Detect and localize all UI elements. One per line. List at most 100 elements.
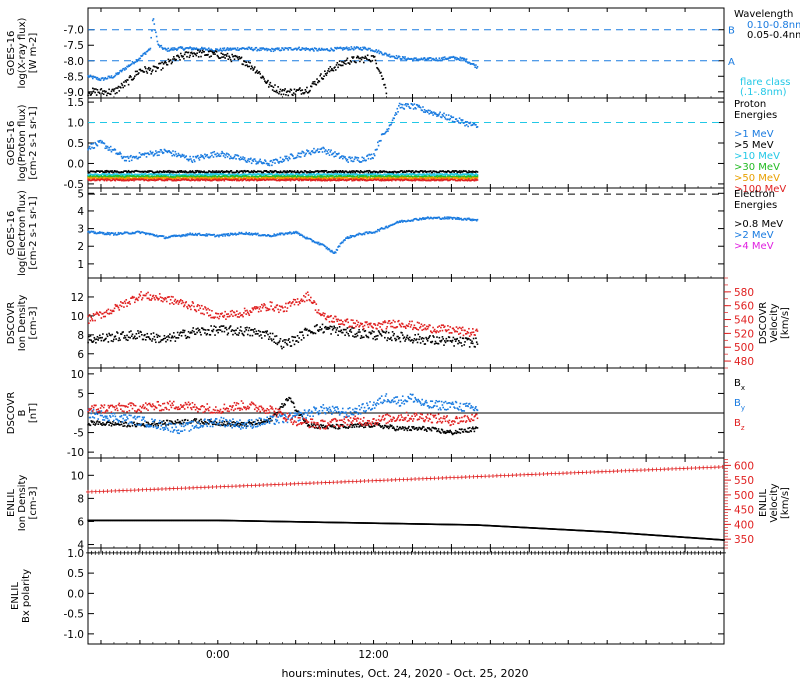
data-point bbox=[198, 56, 200, 58]
data-point bbox=[408, 106, 410, 108]
data-point bbox=[240, 157, 242, 159]
data-point bbox=[172, 150, 174, 152]
data-point bbox=[176, 337, 178, 339]
data-point bbox=[174, 336, 176, 338]
data-point bbox=[274, 50, 276, 52]
data-point bbox=[335, 173, 337, 175]
data-point bbox=[181, 155, 183, 157]
data-point bbox=[441, 178, 443, 180]
data-point bbox=[125, 337, 127, 339]
data-point bbox=[400, 107, 402, 109]
data-point bbox=[284, 49, 286, 51]
data-point bbox=[106, 147, 108, 149]
legend-title: Wavelength bbox=[734, 9, 793, 20]
data-point bbox=[104, 172, 106, 174]
data-point bbox=[245, 233, 247, 235]
data-point bbox=[145, 68, 147, 70]
data-point bbox=[394, 114, 396, 116]
data-point bbox=[320, 49, 322, 51]
data-point bbox=[230, 156, 232, 158]
data-point bbox=[367, 155, 369, 157]
data-point bbox=[192, 53, 194, 55]
data-point bbox=[105, 172, 107, 174]
data-point bbox=[273, 235, 275, 237]
y-axis-label: DSCOVR bbox=[6, 302, 17, 345]
data-point bbox=[403, 58, 405, 60]
data-point bbox=[146, 71, 148, 73]
data-point bbox=[154, 153, 156, 155]
data-point bbox=[230, 47, 232, 49]
data-point bbox=[212, 52, 214, 54]
data-point bbox=[87, 342, 89, 344]
data-point bbox=[157, 67, 159, 69]
data-point bbox=[106, 234, 108, 236]
data-point bbox=[284, 170, 286, 172]
data-point bbox=[341, 61, 343, 63]
data-point bbox=[370, 158, 372, 160]
data-point bbox=[115, 338, 117, 340]
data-point bbox=[107, 146, 109, 148]
data-point bbox=[161, 62, 163, 64]
data-point bbox=[386, 93, 388, 95]
data-point bbox=[462, 119, 464, 121]
data-point bbox=[287, 95, 289, 97]
data-point bbox=[280, 157, 282, 159]
data-point bbox=[457, 120, 459, 122]
data-point bbox=[204, 154, 206, 156]
data-point bbox=[339, 60, 341, 62]
data-point bbox=[224, 177, 226, 179]
data-point bbox=[99, 335, 101, 337]
y-tick-label: -7.0 bbox=[64, 25, 85, 37]
data-point bbox=[96, 94, 98, 96]
data-point bbox=[181, 335, 183, 337]
y-axis-label: log(Proton flux) bbox=[17, 104, 28, 181]
data-point bbox=[301, 93, 303, 95]
data-point bbox=[194, 172, 196, 174]
y-tick-label: 12 bbox=[71, 292, 84, 304]
data-point bbox=[326, 72, 328, 74]
data-point bbox=[355, 62, 357, 64]
data-point bbox=[227, 233, 229, 235]
data-point bbox=[254, 66, 256, 68]
data-point bbox=[395, 57, 397, 59]
data-point bbox=[137, 330, 139, 332]
data-point bbox=[93, 340, 95, 342]
data-point bbox=[108, 232, 110, 234]
data-point bbox=[301, 49, 303, 51]
data-point bbox=[111, 151, 113, 153]
data-point bbox=[417, 104, 419, 106]
data-point bbox=[342, 158, 344, 160]
data-point bbox=[235, 158, 237, 160]
data-point bbox=[173, 56, 175, 58]
data-point bbox=[270, 82, 272, 84]
data-point bbox=[210, 156, 212, 158]
data-point bbox=[298, 47, 300, 49]
data-point bbox=[362, 57, 364, 59]
data-point bbox=[344, 60, 346, 62]
data-point bbox=[449, 118, 451, 120]
data-point bbox=[248, 158, 250, 160]
data-point bbox=[96, 338, 98, 340]
data-point bbox=[439, 112, 441, 114]
data-point bbox=[299, 153, 301, 155]
data-point bbox=[385, 87, 387, 89]
data-point bbox=[221, 50, 223, 52]
data-point bbox=[206, 177, 208, 179]
y-axis-label: Ion Density bbox=[17, 295, 28, 352]
data-point bbox=[111, 91, 113, 93]
data-point bbox=[141, 334, 143, 336]
data-point bbox=[165, 62, 167, 64]
data-point bbox=[292, 155, 294, 157]
data-point bbox=[149, 154, 151, 156]
data-point bbox=[440, 180, 442, 182]
data-point bbox=[406, 105, 408, 107]
data-point bbox=[248, 234, 250, 236]
data-point bbox=[122, 84, 124, 86]
data-point bbox=[280, 49, 282, 51]
data-point bbox=[357, 175, 359, 177]
data-point bbox=[379, 70, 381, 72]
data-point bbox=[196, 235, 198, 237]
data-point bbox=[259, 73, 261, 75]
data-point bbox=[388, 55, 390, 57]
data-point bbox=[150, 68, 152, 70]
